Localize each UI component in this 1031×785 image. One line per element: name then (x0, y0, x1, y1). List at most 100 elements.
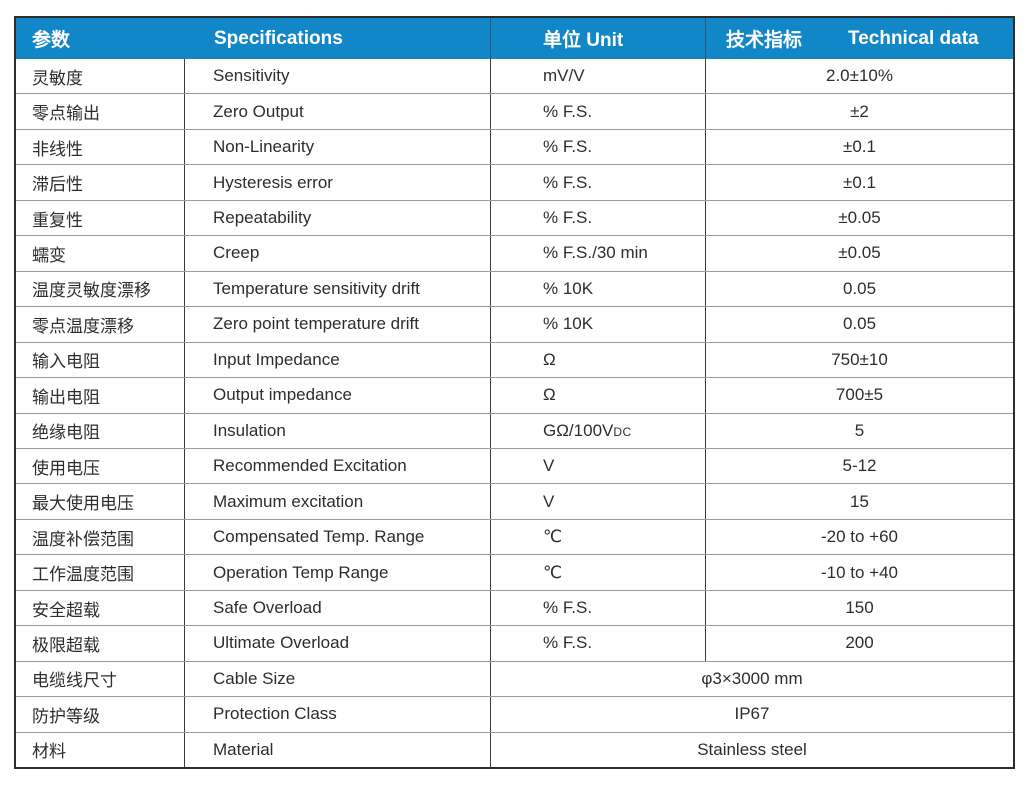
value-cell: 2.0±10% (705, 59, 1013, 94)
unit-cell: Ω (490, 378, 705, 413)
spec-en-cell: Maximum excitation (184, 484, 490, 519)
unit-cell: ℃ (490, 519, 705, 555)
param-cn-cell: 输出电阻 (32, 387, 100, 407)
param-cn-cell: 蠕变 (32, 245, 66, 265)
param-cn-cell: 非线性 (32, 139, 83, 159)
unit-cell: mV/V (490, 59, 705, 94)
param-cn-cell: 工作温度范围 (32, 565, 134, 585)
unit-cell: ℃ (490, 555, 705, 590)
spec-table: 参数 Specifications 单位 Unit 技术指标 Technical… (14, 16, 1015, 769)
table-row: 绝缘电阻 Insulation GΩ/100V DC 5 (16, 412, 1013, 448)
table-row: 最大使用电压 Maximum excitation V 15 (16, 483, 1013, 519)
value-cell: ±2 (705, 94, 1013, 129)
table-row: 零点输出 Zero Output% F.S. ±2 (16, 93, 1013, 129)
unit-cell: % F.S. (490, 129, 705, 165)
value-cell-merged: Stainless steel (490, 732, 1013, 768)
table-row: 极限超载 Ultimate Overload% F.S. 200 (16, 625, 1013, 661)
header-param: 参数 (32, 30, 71, 51)
table-row: 蠕变 Creep% F.S./30 min ±0.05 (16, 235, 1013, 271)
spec-en-cell: Cable Size (184, 661, 490, 697)
unit-cell: GΩ/100V DC (490, 413, 705, 448)
value-cell: 0.05 (705, 271, 1013, 307)
value-cell: -10 to +40 (705, 555, 1013, 590)
spec-en-cell: Recommended Excitation (184, 448, 490, 484)
unit-cell: % F.S. (490, 165, 705, 200)
param-cn-cell: 零点温度漂移 (32, 316, 134, 336)
value-cell: ±0.1 (705, 165, 1013, 200)
table-row: 材料 Material Stainless steel (16, 731, 1013, 768)
spec-en-cell: Sensitivity (184, 59, 490, 94)
spec-en-cell: Non-Linearity (184, 129, 490, 165)
spec-en-cell: Compensated Temp. Range (184, 519, 490, 555)
unit-cell: % 10K (490, 271, 705, 307)
table-row: 使用电压 Recommended Excitation V 5-12 (16, 447, 1013, 484)
table-row: 温度灵敏度漂移 Temperature sensitivity drift% 10… (16, 270, 1013, 307)
unit-cell: % 10K (490, 307, 705, 342)
unit-subscript: DC (613, 425, 632, 440)
param-cn-cell: 安全超载 (32, 600, 100, 620)
spec-en-cell: Material (184, 732, 490, 768)
param-cn-cell: 温度补偿范围 (32, 529, 134, 549)
table-row: 电缆线尺寸 Cable Size φ3×3000 mm (16, 660, 1013, 697)
spec-en-cell: Zero point temperature drift (184, 307, 490, 342)
param-cn-cell: 绝缘电阻 (32, 423, 100, 443)
table-row: 温度补偿范围 Compensated Temp. Range ℃ -20 to +60 (16, 518, 1013, 555)
value-cell: 750±10 (705, 342, 1013, 378)
unit-cell: % F.S./30 min (490, 236, 705, 271)
value-cell: 700±5 (705, 378, 1013, 413)
spec-en-cell: Operation Temp Range (184, 555, 490, 590)
value-cell: 5-12 (705, 448, 1013, 484)
unit-cell: % F.S. (490, 200, 705, 236)
spec-en-cell: Creep (184, 236, 490, 271)
spec-en-cell: Hysteresis error (184, 165, 490, 200)
value-cell: 15 (705, 484, 1013, 519)
spec-en-cell: Safe Overload (184, 590, 490, 626)
unit-cell: % F.S. (490, 590, 705, 626)
value-cell: ±0.1 (705, 129, 1013, 165)
header-unit: 单位 Unit (490, 18, 705, 59)
param-cn-cell: 最大使用电压 (32, 494, 134, 514)
value-cell: 5 (705, 413, 1013, 448)
unit-cell: % F.S. (490, 626, 705, 661)
param-cn-cell: 滞后性 (32, 175, 83, 195)
value-cell: ±0.05 (705, 236, 1013, 271)
table-row: 工作温度范围 Operation Temp Range ℃ -10 to +40 (16, 554, 1013, 590)
param-cn-cell: 电缆线尺寸 (32, 671, 117, 691)
header-tech-en: Technical data (848, 27, 979, 49)
table-row: 非线性 Non-Linearity% F.S. ±0.1 (16, 128, 1013, 165)
spec-en-cell: Output impedance (184, 378, 490, 413)
param-cn-cell: 温度灵敏度漂移 (32, 281, 151, 301)
spec-en-cell: Repeatability (184, 200, 490, 236)
table-row: 防护等级 Protection Class IP67 (16, 696, 1013, 732)
unit-cell: % F.S. (490, 94, 705, 129)
table-row: 灵敏度 Sensitivity mV/V 2.0±10% (16, 59, 1013, 94)
table-row: 滞后性 Hysteresis error% F.S. ±0.1 (16, 164, 1013, 200)
spec-en-cell: Temperature sensitivity drift (184, 271, 490, 307)
unit-cell: V (490, 448, 705, 484)
table-row: 输入电阻 Input Impedance Ω 750±10 (16, 341, 1013, 378)
param-cn-cell: 极限超载 (32, 635, 100, 655)
param-cn-cell: 材料 (32, 742, 66, 762)
value-cell: -20 to +60 (705, 519, 1013, 555)
param-cn-cell: 零点输出 (32, 104, 100, 124)
table-header-row: 参数 Specifications 单位 Unit 技术指标 Technical… (16, 18, 1013, 59)
unit-cell: V (490, 484, 705, 519)
spec-en-cell: Ultimate Overload (184, 626, 490, 661)
value-cell: ±0.05 (705, 200, 1013, 236)
header-specifications: Specifications (214, 27, 343, 49)
param-cn-cell: 防护等级 (32, 706, 100, 726)
spec-en-cell: Insulation (184, 413, 490, 448)
param-cn-cell: 使用电压 (32, 458, 100, 478)
value-cell: 0.05 (705, 307, 1013, 342)
value-cell: 150 (705, 590, 1013, 626)
value-cell: 200 (705, 626, 1013, 661)
value-cell-merged: φ3×3000 mm (490, 661, 1013, 697)
spec-en-cell: Input Impedance (184, 342, 490, 378)
header-tech-cn: 技术指标 (726, 30, 803, 51)
value-cell-merged: IP67 (490, 697, 1013, 732)
param-cn-cell: 输入电阻 (32, 352, 100, 372)
table-body: 灵敏度 Sensitivity mV/V 2.0±10% 零点输出 Zero Output… (16, 59, 1013, 768)
table-row: 安全超载 Safe Overload% F.S. 150 (16, 589, 1013, 626)
header-technical-data: 技术指标 Technical data (705, 18, 1013, 59)
